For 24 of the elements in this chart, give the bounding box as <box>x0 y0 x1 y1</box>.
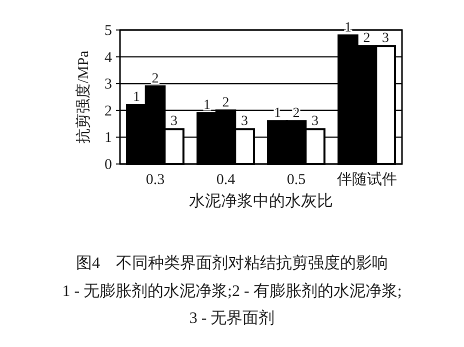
x-tick-label: 0.4 <box>216 172 236 188</box>
y-tick-label: 3 <box>104 76 112 93</box>
y-tick-label: 5 <box>104 23 112 39</box>
y-tick-label: 2 <box>104 103 112 120</box>
y-tick-label: 4 <box>104 50 112 66</box>
series-label: 3 <box>170 114 178 130</box>
text: 2 <box>222 95 230 110</box>
series-label: 2 <box>152 71 159 86</box>
text: 图4 不同种类界面剂对粘结抗剪强度的影响 <box>76 254 388 272</box>
y-axis-title: 抗剪强度/MPa <box>75 50 92 144</box>
text: 3 <box>382 31 390 46</box>
x-tick-label: 0.3 <box>146 172 165 188</box>
text: 2 <box>363 31 370 46</box>
text: 3 <box>241 114 248 130</box>
series-label: 1 <box>132 90 140 106</box>
x-tick-label: 伴随试件 <box>336 171 397 188</box>
x-tick-label: 0.5 <box>286 172 306 188</box>
text: 3 - 无界面剂 <box>189 309 275 327</box>
y-tick-label: 0 <box>104 157 112 173</box>
text: 1 <box>203 98 210 114</box>
text: 1 - 无膨胀剂的水泥净浆;2 - 有膨胀剂的水泥净浆; <box>62 282 402 300</box>
text: 3 <box>312 114 319 130</box>
x-axis-title: 水泥净浆中的水灰比 <box>189 192 333 210</box>
y-tick-label: 1 <box>104 130 112 146</box>
